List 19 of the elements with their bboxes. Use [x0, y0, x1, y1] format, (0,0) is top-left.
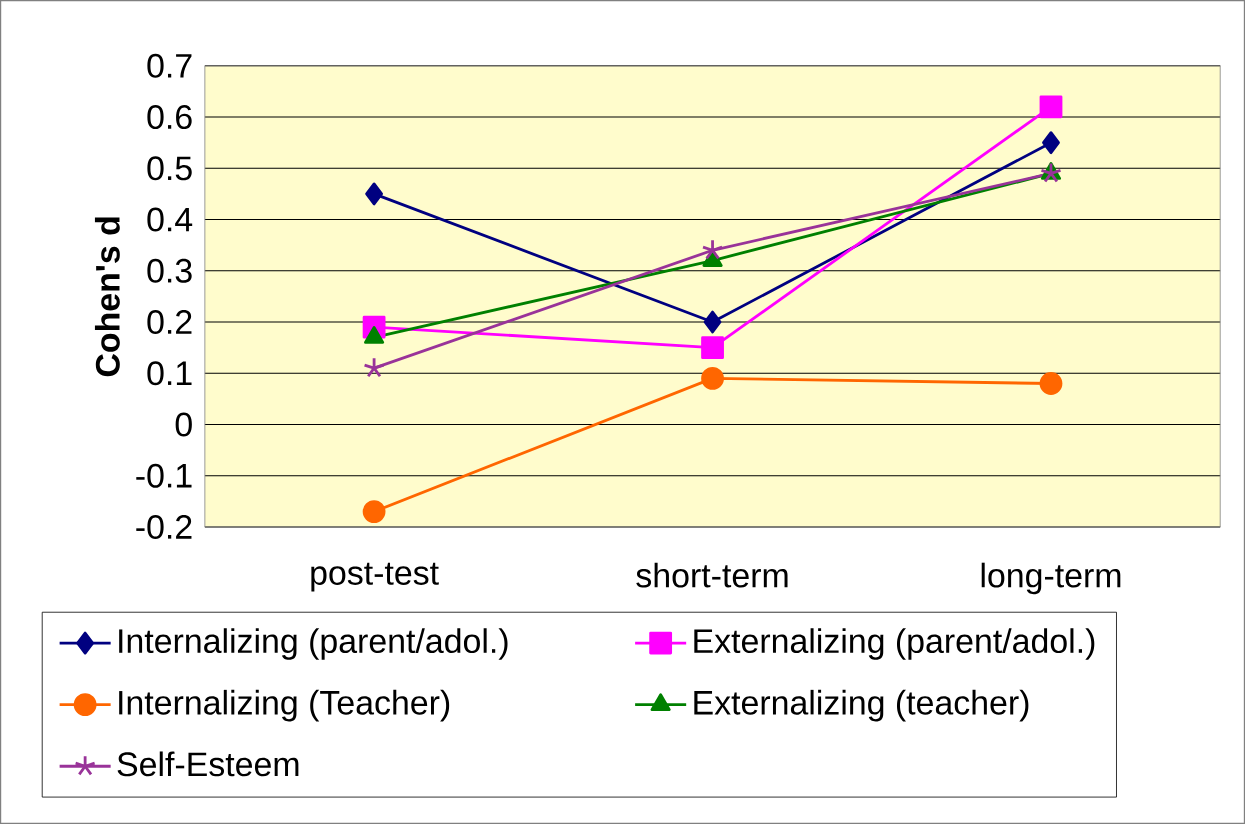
y-tick-label: 0.2 [147, 310, 192, 335]
y-tick-label: -0.1 [136, 463, 192, 488]
y-axis-title: Cohen's d [94, 217, 120, 377]
y-tick-label: 0.6 [147, 105, 192, 130]
legend-label: Self-Esteem [117, 751, 299, 777]
y-tick-label: 0.1 [147, 361, 192, 386]
legend-label: Internalizing (Teacher) [119, 689, 450, 722]
legend-label: Externalizing (teacher) [694, 689, 1029, 722]
y-tick-label: 0.4 [147, 207, 193, 232]
x-tick-label: short-term [636, 562, 788, 588]
y-tick-label: -0.2 [136, 515, 192, 540]
x-tick-label: long-term [981, 562, 1121, 595]
x-tick-label: post-test [311, 562, 439, 592]
legend-label: Internalizing (parent/adol.) [119, 628, 508, 660]
y-tick-label: 0.5 [147, 156, 192, 181]
y-tick-label: 0.7 [147, 53, 192, 78]
y-tick-label: 0 [175, 412, 192, 437]
legend-label: Externalizing (parent/adol.) [694, 628, 1095, 660]
y-tick-label: 0.3 [147, 258, 192, 283]
